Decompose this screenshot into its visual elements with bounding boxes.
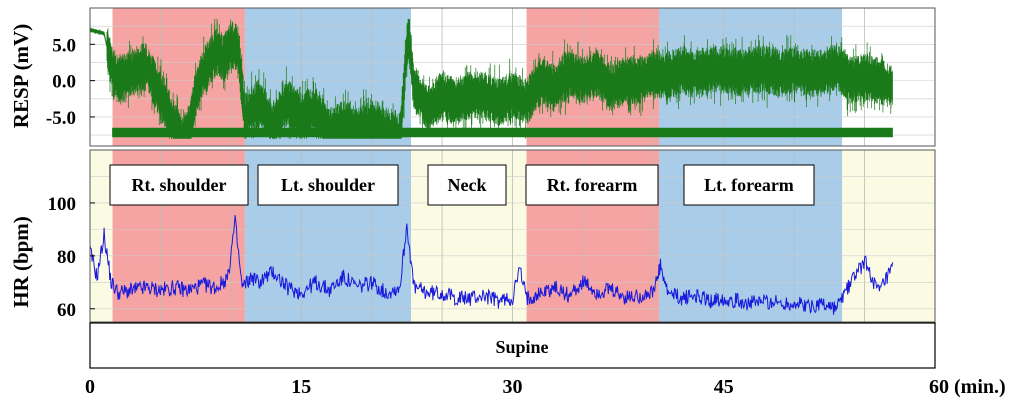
segment-label-box-2 [427, 164, 507, 206]
xtick-label: 30 [503, 376, 523, 398]
xtick-label: 60 (min.) [929, 376, 1006, 398]
hr-trace [89, 215, 894, 315]
posture-bar [89, 322, 936, 369]
xtick-label: 15 [291, 376, 311, 398]
resp-axis-label: RESP (mV) [9, 24, 33, 128]
hr-ytick: 100 [48, 194, 77, 215]
segment-label-1: Lt. shoulder [281, 175, 375, 195]
hr-ytick: 80 [57, 247, 76, 268]
x-tick-labels: 0 15 30 45 60 (min.) [85, 376, 1006, 398]
hr-panel-frame [89, 149, 936, 323]
resp-ytick: -5.0 [46, 108, 76, 129]
xtick-label: 45 [714, 376, 734, 398]
segment-labels: Rt. shoulder Lt. shoulder Neck Rt. forearm L… [109, 164, 815, 206]
xtick-label: 0 [85, 376, 95, 398]
posture-label: Supine [495, 337, 548, 357]
hr-ytick: 60 [57, 300, 76, 321]
resp-panel-frame [89, 7, 936, 147]
segment-label-4: Lt. forearm [704, 175, 794, 195]
resp-trace-floor [112, 127, 893, 138]
segment-label-0: Rt. shoulder [131, 175, 226, 195]
segment-label-box-1 [257, 164, 399, 206]
resp-ytick: 5.0 [52, 35, 76, 56]
resp-ytick: 0.0 [52, 72, 76, 93]
hr-series [89, 215, 894, 315]
y-tick-labels: 5.0 0.0 -5.0 100 80 60 [46, 35, 95, 321]
segment-label-box-3 [525, 164, 659, 206]
segment-label-3: Rt. forearm [547, 175, 638, 195]
segment-label-2: Neck [448, 175, 487, 195]
segment-label-box-0 [109, 164, 249, 206]
segment-label-box-4 [683, 164, 815, 206]
hr-axis-label: HR (bpm) [9, 216, 33, 308]
